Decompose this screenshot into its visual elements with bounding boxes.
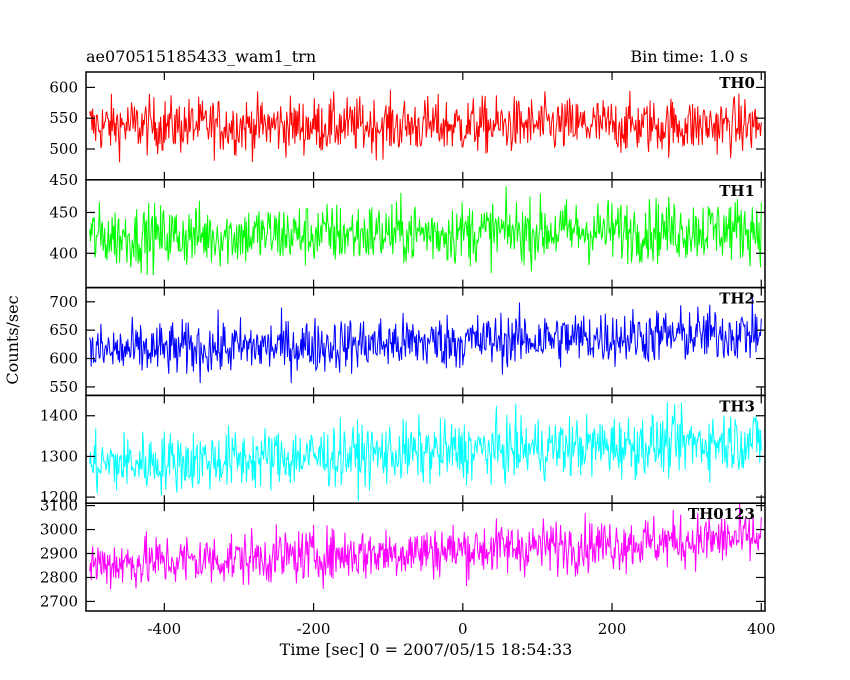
x-tick-label: 200 — [598, 620, 627, 638]
y-tick-label: 2900 — [40, 545, 78, 563]
y-tick-label: 1400 — [40, 407, 78, 425]
series-line-th1 — [89, 186, 762, 276]
x-tick-label: -400 — [147, 620, 181, 638]
x-tick-label: -200 — [297, 620, 331, 638]
panel-label: TH1 — [719, 182, 755, 200]
y-tick-label: 600 — [49, 78, 78, 96]
x-tick-label: 400 — [747, 620, 776, 638]
chart-title: ae070515185433_wam1_trn — [86, 47, 316, 66]
bin-time-label: Bin time: 1.0 s — [630, 47, 748, 66]
y-tick-label: 3100 — [40, 497, 78, 515]
panel-th2: 550 600 650 700 TH2 — [49, 286, 766, 397]
panel-th3: 1200 1300 1400 TH3 — [40, 394, 766, 506]
y-tick-label: 450 — [49, 171, 78, 189]
y-tick-label: 3000 — [40, 521, 78, 539]
series-line-th0 — [89, 89, 762, 163]
y-tick-label: 1300 — [40, 447, 78, 465]
y-tick-label: 400 — [49, 244, 78, 262]
panel-frame — [85, 502, 766, 612]
y-tick-label: 600 — [49, 350, 78, 368]
y-tick-label: 650 — [49, 321, 78, 339]
series-line-th2 — [89, 297, 762, 384]
panel-th0123: 2700 2800 2900 3000 3100 TH0123 — [40, 497, 766, 612]
series-line-th0123 — [89, 503, 762, 590]
y-tick-label: 700 — [49, 293, 78, 311]
panel-label: TH3 — [719, 397, 755, 415]
x-axis-title: Time [sec] 0 = 2007/05/15 18:54:33 — [280, 640, 573, 659]
panel-th0: 450 500 550 600 TH0 — [49, 71, 766, 189]
panel-label: TH0 — [719, 74, 755, 92]
series-line-th3 — [89, 402, 762, 502]
x-axis-tick-labels: -400 -200 0 200 400 — [147, 620, 775, 638]
y-tick-label: 450 — [49, 203, 78, 221]
y-tick-label: 1200 — [40, 488, 78, 506]
panel-label: TH2 — [719, 290, 755, 308]
panel-th1: 400 450 TH1 — [49, 179, 766, 289]
y-tick-label: 2700 — [40, 592, 78, 610]
y-tick-label: 2800 — [40, 568, 78, 586]
panel-label: TH0123 — [688, 505, 755, 523]
y-tick-label: 550 — [49, 378, 78, 396]
y-axis-title: Counts/sec — [3, 295, 22, 384]
x-tick-label: 0 — [458, 620, 468, 638]
y-tick-label: 500 — [49, 140, 78, 158]
y-tick-label: 550 — [49, 109, 78, 127]
panels: 450 500 550 600 TH0 400 450 TH1 550 600 650 700 TH2 1… — [40, 71, 766, 612]
